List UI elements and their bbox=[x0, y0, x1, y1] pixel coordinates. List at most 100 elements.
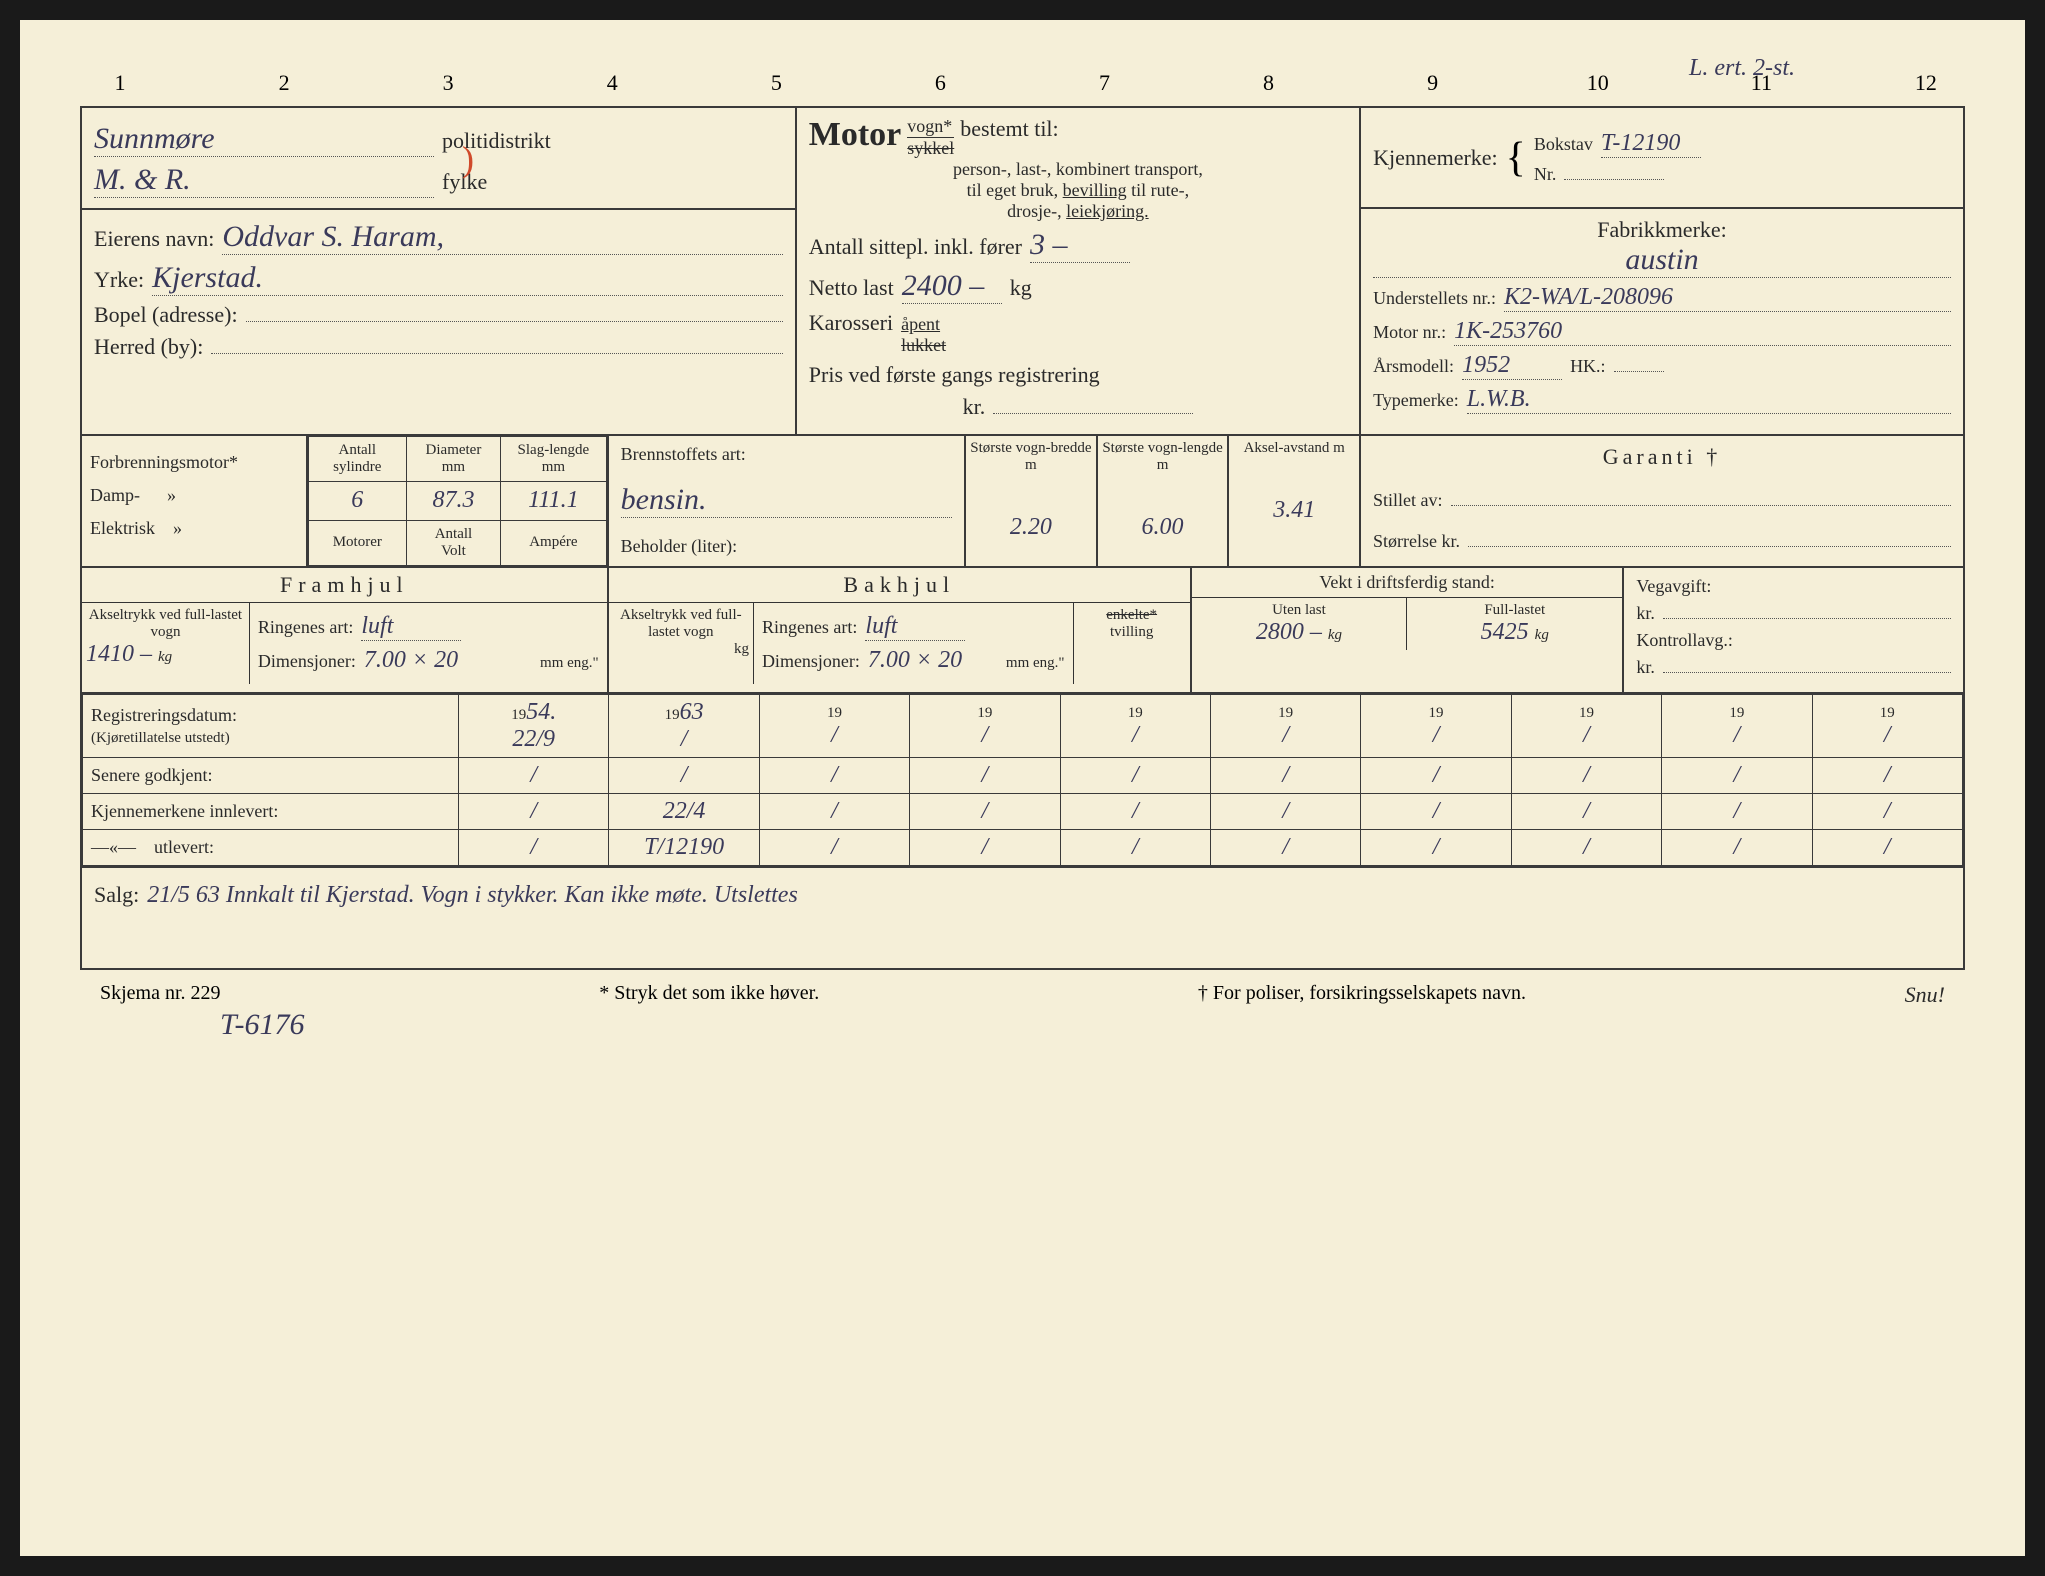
fram-dim-value: 7.00 × 20 bbox=[364, 647, 458, 674]
bak-dim-value: 7.00 × 20 bbox=[868, 647, 962, 674]
fram-aksel-label: Akseltrykk ved full-lastet vogn bbox=[86, 607, 245, 641]
netto-unit: kg bbox=[1010, 275, 1032, 301]
lengde-label: Største vogn-lengde m bbox=[1098, 436, 1228, 478]
senere-1: / bbox=[609, 758, 759, 794]
bak-dim-label: Dimensjoner: bbox=[762, 651, 860, 672]
brennstoff-value: bensin. bbox=[621, 483, 952, 518]
herred-label: Herred (by): bbox=[94, 334, 203, 360]
salg-label: Salg: bbox=[94, 882, 139, 908]
bak-title: Bakhjul bbox=[609, 568, 1190, 603]
aksel-label: Aksel-avstand m bbox=[1229, 436, 1359, 461]
motorer-label: Motorer bbox=[308, 520, 406, 565]
wheels-row: Framhjul Akseltrykk ved full-lastet vogn… bbox=[82, 568, 1963, 694]
stryk-note: * Stryk det som ikke høver. bbox=[599, 982, 819, 1008]
garanti-cell: Garanti † Stillet av: Størrelse kr. bbox=[1361, 436, 1963, 566]
garanti-title: Garanti † bbox=[1373, 444, 1951, 470]
utlevert-8: / bbox=[1662, 830, 1812, 866]
kontroll-kr: kr. bbox=[1636, 657, 1655, 678]
ruler-num: 4 bbox=[602, 70, 622, 96]
hk-label: HK.: bbox=[1570, 356, 1606, 377]
veg-label: Vegavgift: bbox=[1636, 576, 1951, 597]
senere-label: Senere godkjent: bbox=[83, 758, 459, 794]
skjema-nr: Skjema nr. 229 bbox=[100, 982, 221, 1008]
hk-value bbox=[1614, 371, 1664, 372]
fram-mm-eng: mm eng." bbox=[540, 655, 599, 672]
politidistrikt-value: Sunnmøre bbox=[94, 122, 434, 157]
reg-label: Registreringsdatum: (Kjøretillatelse uts… bbox=[83, 695, 459, 758]
utlevert-0: / bbox=[459, 830, 609, 866]
ruler-num: 1 bbox=[110, 70, 130, 96]
ruler: 1 2 3 4 5 6 7 8 9 10 11 12 bbox=[80, 70, 1965, 106]
slag-value: 111.1 bbox=[501, 482, 607, 520]
ruler-num: 9 bbox=[1423, 70, 1443, 96]
innlevert-3: / bbox=[910, 794, 1060, 830]
ruler-num: 6 bbox=[930, 70, 950, 96]
innlevert-1: 22/4 bbox=[609, 794, 759, 830]
framhjul-cell: Framhjul Akseltrykk ved full-lastet vogn… bbox=[82, 568, 609, 692]
bak-ring-value: luft bbox=[865, 613, 965, 641]
reg-year-9: 19/ bbox=[1812, 695, 1962, 758]
storrelse-label: Størrelse kr. bbox=[1373, 531, 1460, 552]
innlevert-5: / bbox=[1210, 794, 1360, 830]
senere-2: / bbox=[759, 758, 909, 794]
understell-label: Understellets nr.: bbox=[1373, 288, 1496, 309]
top-row: ) Sunnmøre politidistrikt M. & R. fylke … bbox=[82, 108, 1963, 436]
bokstav-label: Bokstav bbox=[1534, 134, 1593, 155]
bak-aksel-label: Akseltrykk ved full-lastet vogn bbox=[613, 607, 749, 641]
ruler-num: 2 bbox=[274, 70, 294, 96]
motornr-value: 1K-253760 bbox=[1454, 318, 1951, 346]
senere-5: / bbox=[1210, 758, 1360, 794]
diameter-label: Diameter mm bbox=[406, 437, 500, 482]
bredde-value: 2.20 bbox=[966, 478, 1096, 541]
senere-0: / bbox=[459, 758, 609, 794]
bak-mm-eng: mm eng." bbox=[1006, 655, 1065, 672]
utlevert-9: / bbox=[1812, 830, 1962, 866]
stillet-label: Stillet av: bbox=[1373, 490, 1443, 511]
innlevert-8: / bbox=[1662, 794, 1812, 830]
motor-line2: til eget bruk, bevilling til rute-, bbox=[809, 180, 1347, 201]
ruler-num: 7 bbox=[1094, 70, 1114, 96]
herred-value bbox=[211, 353, 782, 354]
bopel-label: Bopel (adresse): bbox=[94, 302, 238, 328]
volt-label: AntallVolt bbox=[406, 520, 500, 565]
footer: Skjema nr. 229 * Stryk det som ikke høve… bbox=[80, 970, 1965, 1008]
senere-9: / bbox=[1812, 758, 1962, 794]
ruler-num: 5 bbox=[766, 70, 786, 96]
eier-value: Oddvar S. Haram, bbox=[222, 220, 782, 255]
utlevert-3: / bbox=[910, 830, 1060, 866]
tvilling-label: tvilling bbox=[1078, 624, 1186, 641]
motor-line3: drosje-, leiekjøring. bbox=[809, 201, 1347, 222]
karosseri-apent: åpent bbox=[901, 314, 946, 335]
bestemt-label: bestemt til: bbox=[960, 116, 1058, 142]
engine-row: Forbrenningsmotor* Damp- » Elektrisk » A… bbox=[82, 436, 1963, 568]
lengde-cell: Største vogn-lengde m 6.00 bbox=[1098, 436, 1230, 566]
slag-label: Slag-lengde mm bbox=[501, 437, 607, 482]
motor-cell: Motor vogn* sykkel bestemt til: person-,… bbox=[797, 108, 1361, 434]
innlevert-6: / bbox=[1361, 794, 1511, 830]
vekt-title: Vekt i driftsferdig stand: bbox=[1192, 568, 1623, 598]
bottom-hand-note: T-6176 bbox=[220, 1008, 1965, 1042]
vekt-cell: Vekt i driftsferdig stand: Uten last 280… bbox=[1192, 568, 1625, 692]
reg-year-7: 19/ bbox=[1511, 695, 1661, 758]
right-top-cell: Kjennemerke: { Bokstav T-12190 Nr. bbox=[1361, 108, 1963, 434]
reg-table: Registreringsdatum: (Kjøretillatelse uts… bbox=[82, 694, 1963, 866]
fram-ring-label: Ringenes art: bbox=[258, 617, 353, 638]
reg-year-2: 19/ bbox=[759, 695, 909, 758]
reg-year-5: 19/ bbox=[1210, 695, 1360, 758]
engine-type-cell: Forbrenningsmotor* Damp- » Elektrisk » bbox=[82, 436, 308, 566]
understell-value: K2-WA/L-208096 bbox=[1504, 284, 1951, 312]
ruler-num: 8 bbox=[1259, 70, 1279, 96]
bakhjul-cell: Bakhjul Akseltrykk ved full-lastet vogn … bbox=[609, 568, 1192, 692]
reg-year-8: 19/ bbox=[1662, 695, 1812, 758]
fylke-label: fylke bbox=[442, 169, 487, 195]
reg-table-row: Registreringsdatum: (Kjøretillatelse uts… bbox=[82, 694, 1963, 868]
damp-label: Damp- » bbox=[90, 485, 298, 506]
forbrenning-label: Forbrenningsmotor* bbox=[90, 452, 298, 473]
arsmodell-value: 1952 bbox=[1462, 352, 1562, 380]
sykkel-label: sykkel bbox=[907, 138, 954, 159]
engine-specs-cell: Antall sylindre Diameter mm Slag-lengde … bbox=[308, 436, 609, 566]
veg-kr: kr. bbox=[1636, 603, 1655, 624]
senere-4: / bbox=[1060, 758, 1210, 794]
yrke-value: Kjerstad. bbox=[152, 261, 783, 296]
kjennemerke-label: Kjennemerke: bbox=[1373, 145, 1498, 171]
